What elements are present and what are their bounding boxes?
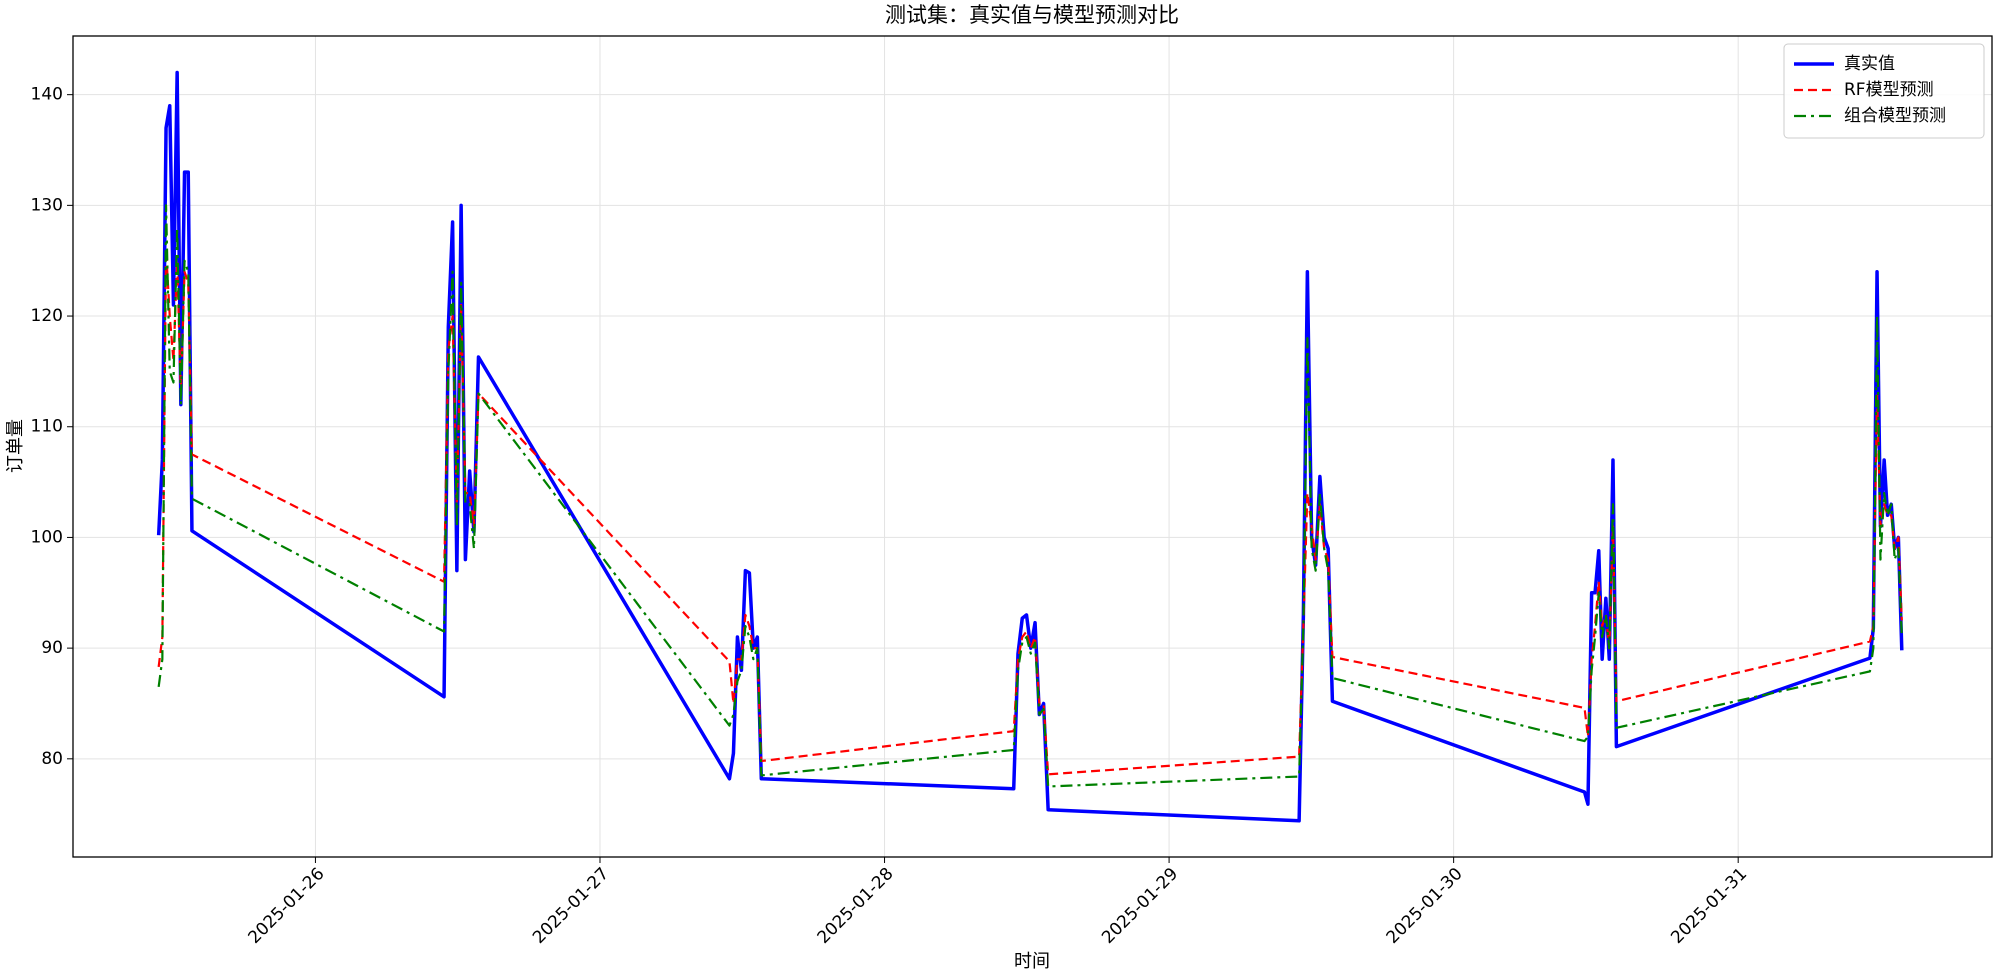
legend-box — [1783, 43, 1985, 139]
y-tick-label: 140 — [31, 85, 63, 105]
y-tick-label: 120 — [31, 306, 63, 326]
plot-frame — [72, 35, 1993, 858]
legend-label: RF模型预测 — [1844, 80, 1934, 100]
legend-label: 真实值 — [1844, 54, 1895, 74]
y-tick-label: 90 — [41, 638, 63, 658]
chart-title: 测试集：真实值与模型预测对比 — [885, 3, 1179, 27]
y-axis-label: 订单量 — [5, 419, 26, 473]
y-tick-label: 80 — [41, 749, 63, 769]
legend-label: 组合模型预测 — [1844, 106, 1946, 126]
y-tick-label: 130 — [31, 195, 63, 215]
y-tick-label: 110 — [31, 417, 63, 437]
y-tick-label: 100 — [31, 527, 63, 547]
series-line — [157, 204, 1903, 788]
x-axis-label: 时间 — [1014, 951, 1050, 972]
